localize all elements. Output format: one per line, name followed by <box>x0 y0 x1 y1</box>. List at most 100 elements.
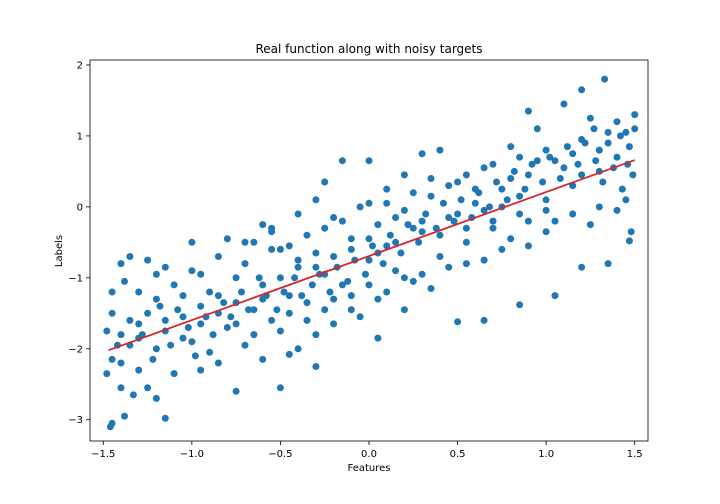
data-point <box>103 327 111 335</box>
data-point <box>138 331 146 339</box>
data-point <box>294 345 302 353</box>
data-point <box>613 153 621 161</box>
data-point <box>259 355 267 363</box>
data-point <box>409 189 417 197</box>
x-tick-label: 0.0 <box>361 449 377 460</box>
data-point <box>365 157 373 165</box>
data-point <box>604 260 612 268</box>
data-point <box>475 189 483 197</box>
data-point <box>103 370 111 378</box>
data-point <box>586 114 594 122</box>
data-point <box>454 178 462 186</box>
data-point <box>117 384 125 392</box>
data-point <box>631 125 639 133</box>
data-point <box>285 350 293 358</box>
data-point <box>321 224 329 232</box>
data-point <box>223 235 231 243</box>
data-point <box>480 164 488 172</box>
data-point <box>365 235 373 243</box>
data-point <box>563 143 571 151</box>
x-tick-label: −1.5 <box>91 449 115 460</box>
data-point <box>298 292 306 300</box>
data-point <box>276 327 284 335</box>
data-point <box>533 157 541 165</box>
data-point <box>595 203 603 211</box>
data-point <box>312 249 320 257</box>
data-point <box>321 178 329 186</box>
data-point <box>379 260 387 268</box>
data-point <box>294 210 302 218</box>
data-point <box>259 221 267 229</box>
data-point <box>117 331 125 339</box>
data-point <box>303 299 311 307</box>
data-point <box>241 341 249 349</box>
data-point <box>291 274 299 282</box>
data-point <box>223 324 231 331</box>
data-point <box>214 253 222 260</box>
data-point <box>338 157 346 165</box>
data-point <box>209 331 217 339</box>
data-point <box>184 324 192 331</box>
data-point <box>255 274 263 282</box>
data-point <box>303 316 311 324</box>
data-point <box>250 331 258 339</box>
data-point <box>161 414 169 422</box>
data-point <box>108 309 116 317</box>
data-point <box>232 320 240 328</box>
data-point <box>462 171 470 179</box>
data-point <box>489 224 497 232</box>
data-point <box>347 235 355 243</box>
data-point <box>188 238 196 246</box>
chart-title: Real function along with noisy targets <box>255 42 482 56</box>
data-point <box>622 128 630 136</box>
data-point <box>486 203 493 211</box>
data-point <box>197 302 205 310</box>
data-point <box>338 281 346 289</box>
data-point <box>108 355 116 363</box>
data-point <box>220 299 228 307</box>
data-point <box>386 231 394 239</box>
data-point <box>214 359 222 367</box>
data-point <box>498 185 506 193</box>
data-point <box>418 228 426 236</box>
data-point <box>365 281 373 289</box>
data-point <box>152 394 160 402</box>
data-point <box>197 270 205 278</box>
data-point <box>569 210 577 218</box>
data-point <box>197 320 205 328</box>
data-point <box>347 306 355 314</box>
data-point <box>510 167 518 175</box>
data-point <box>383 288 391 296</box>
data-point <box>574 160 582 168</box>
data-point <box>432 224 440 232</box>
data-point <box>560 100 568 108</box>
x-axis-label: Features <box>348 463 391 474</box>
data-point <box>418 217 426 225</box>
y-tick-label: −1 <box>68 273 83 284</box>
data-point <box>347 292 355 300</box>
data-point <box>560 164 568 172</box>
data-point <box>121 412 128 420</box>
data-point <box>179 313 187 321</box>
data-point <box>524 171 532 179</box>
data-point <box>117 260 125 268</box>
data-point <box>144 384 152 392</box>
data-point <box>542 206 550 214</box>
data-point <box>273 306 281 314</box>
data-point <box>489 160 497 168</box>
data-point <box>294 256 302 264</box>
data-point <box>356 313 364 321</box>
trend-line-layer <box>108 159 636 352</box>
data-point <box>404 221 412 229</box>
data-point <box>321 306 329 314</box>
data-point <box>330 295 338 303</box>
data-point <box>617 132 624 140</box>
data-point <box>232 274 240 282</box>
data-point <box>581 139 589 147</box>
data-point <box>156 302 164 310</box>
data-point <box>631 111 639 119</box>
data-point <box>206 288 214 296</box>
data-point <box>268 245 276 253</box>
data-point <box>480 316 488 324</box>
x-tick-label: −0.5 <box>268 449 292 460</box>
